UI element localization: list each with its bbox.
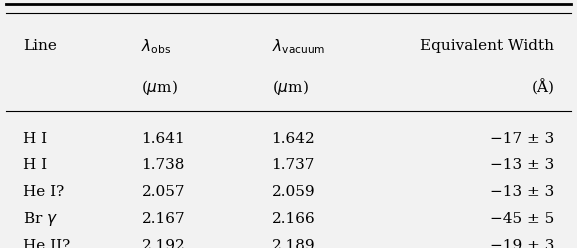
Text: H Ι: H Ι: [23, 158, 47, 172]
Text: H Ι: H Ι: [23, 132, 47, 146]
Text: −19 ± 3: −19 ± 3: [490, 239, 554, 248]
Text: Equivalent Width: Equivalent Width: [420, 39, 554, 53]
Text: 1.642: 1.642: [272, 132, 315, 146]
Text: Br $\gamma$: Br $\gamma$: [23, 210, 58, 228]
Text: −13 ± 3: −13 ± 3: [490, 158, 554, 172]
Text: 1.641: 1.641: [141, 132, 185, 146]
Text: 2.167: 2.167: [141, 212, 185, 226]
Text: 2.057: 2.057: [141, 185, 185, 199]
Text: 1.738: 1.738: [141, 158, 185, 172]
Text: (Å): (Å): [531, 79, 554, 96]
Text: 2.059: 2.059: [272, 185, 315, 199]
Text: Line: Line: [23, 39, 57, 53]
Text: −17 ± 3: −17 ± 3: [490, 132, 554, 146]
Text: 2.192: 2.192: [141, 239, 185, 248]
Text: He Ι?: He Ι?: [23, 185, 64, 199]
Text: ($\mu$m): ($\mu$m): [141, 78, 178, 97]
Text: −45 ± 5: −45 ± 5: [490, 212, 554, 226]
Text: He ΙΙ?: He ΙΙ?: [23, 239, 70, 248]
Text: 1.737: 1.737: [272, 158, 315, 172]
Text: $\lambda_{\rm obs}$: $\lambda_{\rm obs}$: [141, 37, 171, 56]
Text: −13 ± 3: −13 ± 3: [490, 185, 554, 199]
Text: ($\mu$m): ($\mu$m): [272, 78, 308, 97]
Text: $\lambda_{\rm vacuum}$: $\lambda_{\rm vacuum}$: [272, 37, 325, 56]
Text: 2.166: 2.166: [272, 212, 315, 226]
Text: 2.189: 2.189: [272, 239, 315, 248]
